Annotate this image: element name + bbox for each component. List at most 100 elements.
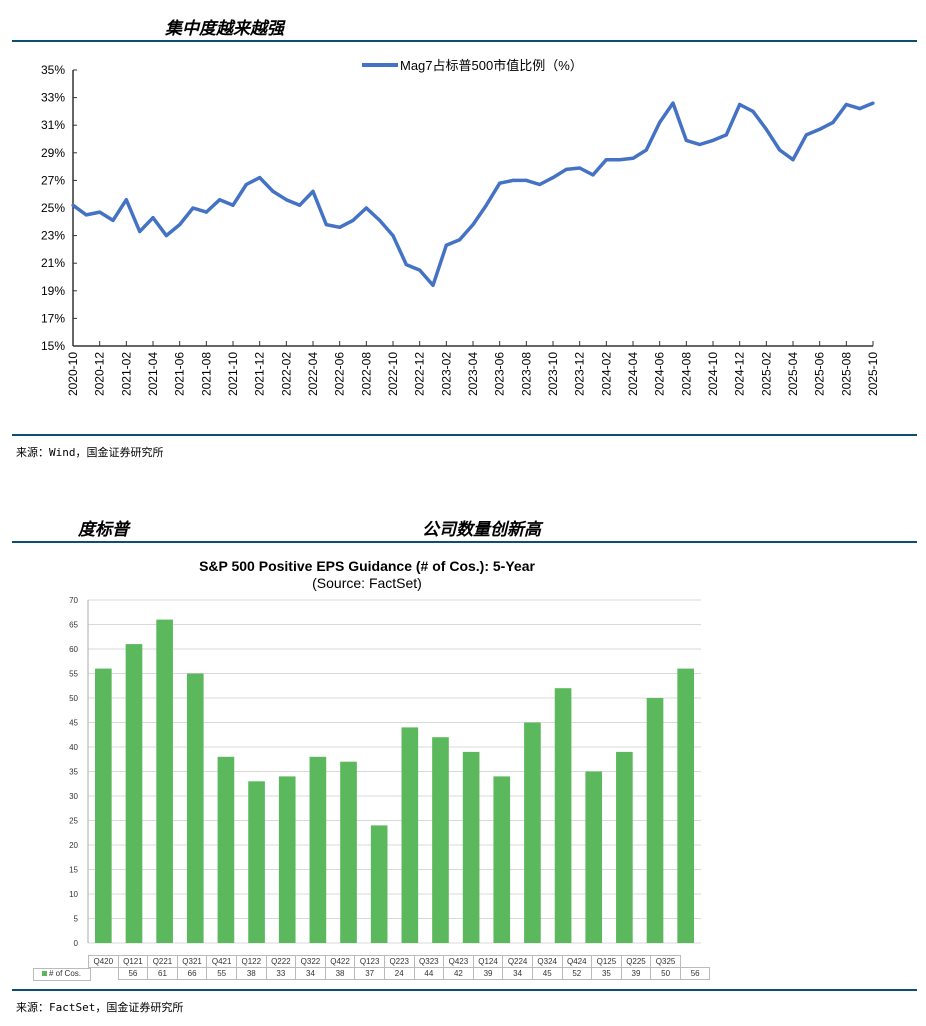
data-point: [711, 138, 715, 142]
data-point: [831, 120, 835, 125]
data-point: [871, 101, 875, 105]
data-point: [204, 210, 208, 214]
table-cell-quarter: Q421: [206, 955, 237, 968]
y-tick-label: 50: [69, 694, 78, 703]
data-point: [684, 138, 688, 142]
legend-label: Mag7占标普500市值比例（%）: [400, 58, 583, 73]
y-tick-label: 20: [69, 841, 78, 850]
data-point: [418, 268, 422, 272]
x-tick-label: 2025-02: [759, 352, 773, 396]
y-tick-label: 21%: [41, 256, 65, 270]
table-row-values: # of Cos. 56 61 66 55 38 33 34 38 37 24 44 42 39 34 45 5…: [32, 967, 711, 981]
bar-Q123: [370, 825, 388, 943]
table-cell-quarter: Q420: [88, 955, 119, 968]
bar-Q325: [677, 668, 694, 943]
bar-chart-title: S&P 500 Positive EPS Guidance (# of Cos.…: [199, 558, 535, 574]
data-point: [298, 203, 302, 207]
data-point: [351, 218, 355, 223]
y-tick-label: 17%: [41, 311, 65, 325]
data-point: [604, 158, 608, 162]
x-tick-label: 2023-06: [493, 352, 507, 396]
data-point: [444, 243, 448, 247]
data-point: [564, 167, 568, 171]
table-cell-quarter: Q324: [531, 955, 563, 968]
table-cell-quarter: Q222: [265, 955, 297, 968]
data-point: [591, 173, 595, 177]
data-point: [458, 238, 462, 242]
table-cell-value: 24: [383, 967, 415, 980]
y-tick-label: 25: [69, 817, 78, 826]
table-cell-value: 38: [324, 967, 356, 980]
table-cell-value: 45: [531, 967, 563, 980]
x-tick-label: 2021-08: [199, 352, 213, 396]
bar-Q223: [401, 727, 419, 943]
data-point: [484, 203, 488, 207]
data-point: [551, 176, 555, 180]
bar-Q423: [462, 751, 480, 943]
table-cell-value: 44: [413, 967, 445, 980]
data-point: [324, 222, 328, 227]
x-tick-label: 2020-12: [93, 352, 107, 396]
data-point: [644, 148, 648, 152]
y-tick-label: 65: [69, 621, 78, 630]
table-cell-value: 35: [591, 967, 622, 980]
data-point: [538, 182, 542, 187]
x-tick-label: 2021-04: [146, 352, 160, 396]
table-cell-value: 50: [650, 967, 681, 980]
y-tick-label: 0: [74, 939, 79, 948]
table-cell-quarter: Q323: [413, 955, 445, 968]
data-point: [818, 127, 822, 131]
bar-Q323: [432, 737, 449, 943]
table-cell-value: 38: [235, 967, 267, 980]
data-point: [738, 102, 742, 107]
data-point: [84, 213, 88, 217]
data-point: [378, 218, 382, 223]
data-point: [471, 222, 475, 227]
data-table: Q420 Q121 Q221 Q321 Q421 Q122 Q222 Q322 Q422 Q123…: [32, 955, 711, 981]
y-tick-label: 30: [69, 792, 78, 801]
x-tick-label: 2024-06: [653, 352, 667, 396]
table-cell-quarter: Q321: [176, 955, 208, 968]
x-tick-label: 2022-12: [413, 352, 427, 396]
divider: [12, 40, 917, 42]
data-point: [311, 189, 315, 194]
data-point: [724, 133, 728, 137]
data-point: [138, 229, 142, 234]
x-tick-label: 2023-04: [466, 352, 480, 396]
table-cell-quarter: Q125: [591, 955, 622, 968]
data-point: [338, 225, 342, 229]
data-point: [804, 133, 808, 137]
table-cell-quarter: Q122: [235, 955, 267, 968]
table-cell-value: 33: [265, 967, 297, 980]
table-cell-quarter: Q325: [650, 955, 681, 968]
data-point: [524, 178, 528, 182]
data-point: [698, 142, 702, 147]
bar-Q421: [217, 756, 235, 943]
data-point: [858, 107, 862, 111]
data-point: [431, 283, 435, 287]
y-tick-label: 5: [74, 915, 79, 924]
series-name: # of Cos.: [48, 969, 81, 978]
bar-Q121: [125, 644, 143, 943]
table-cell-quarter: Q121: [117, 955, 149, 968]
table-cell-quarter: Q123: [354, 955, 385, 968]
table-cell-value: 61: [147, 967, 178, 980]
table-cell-value: 34: [502, 967, 533, 980]
bar-Q420: [95, 668, 112, 943]
divider: [12, 541, 917, 543]
x-tick-label: 2024-04: [626, 352, 640, 396]
section2-title-left: 度标普: [78, 520, 129, 540]
data-point: [764, 127, 768, 131]
table-cell-quarter: Q225: [620, 955, 652, 968]
data-point: [151, 216, 155, 220]
table-cell-value: 37: [354, 967, 385, 980]
table-cell-quarter: Q224: [502, 955, 533, 968]
table-cell-quarter: Q221: [147, 955, 178, 968]
mag7-share-series: [71, 101, 874, 288]
table-cell-value: 56: [679, 967, 711, 980]
data-point: [631, 156, 635, 160]
section2-title-right: 公司数量创新高: [422, 520, 541, 540]
table-cell-value: 55: [206, 967, 237, 980]
table-cell-quarter: Q423: [443, 955, 474, 968]
x-tick-label: 2021-12: [253, 352, 267, 396]
